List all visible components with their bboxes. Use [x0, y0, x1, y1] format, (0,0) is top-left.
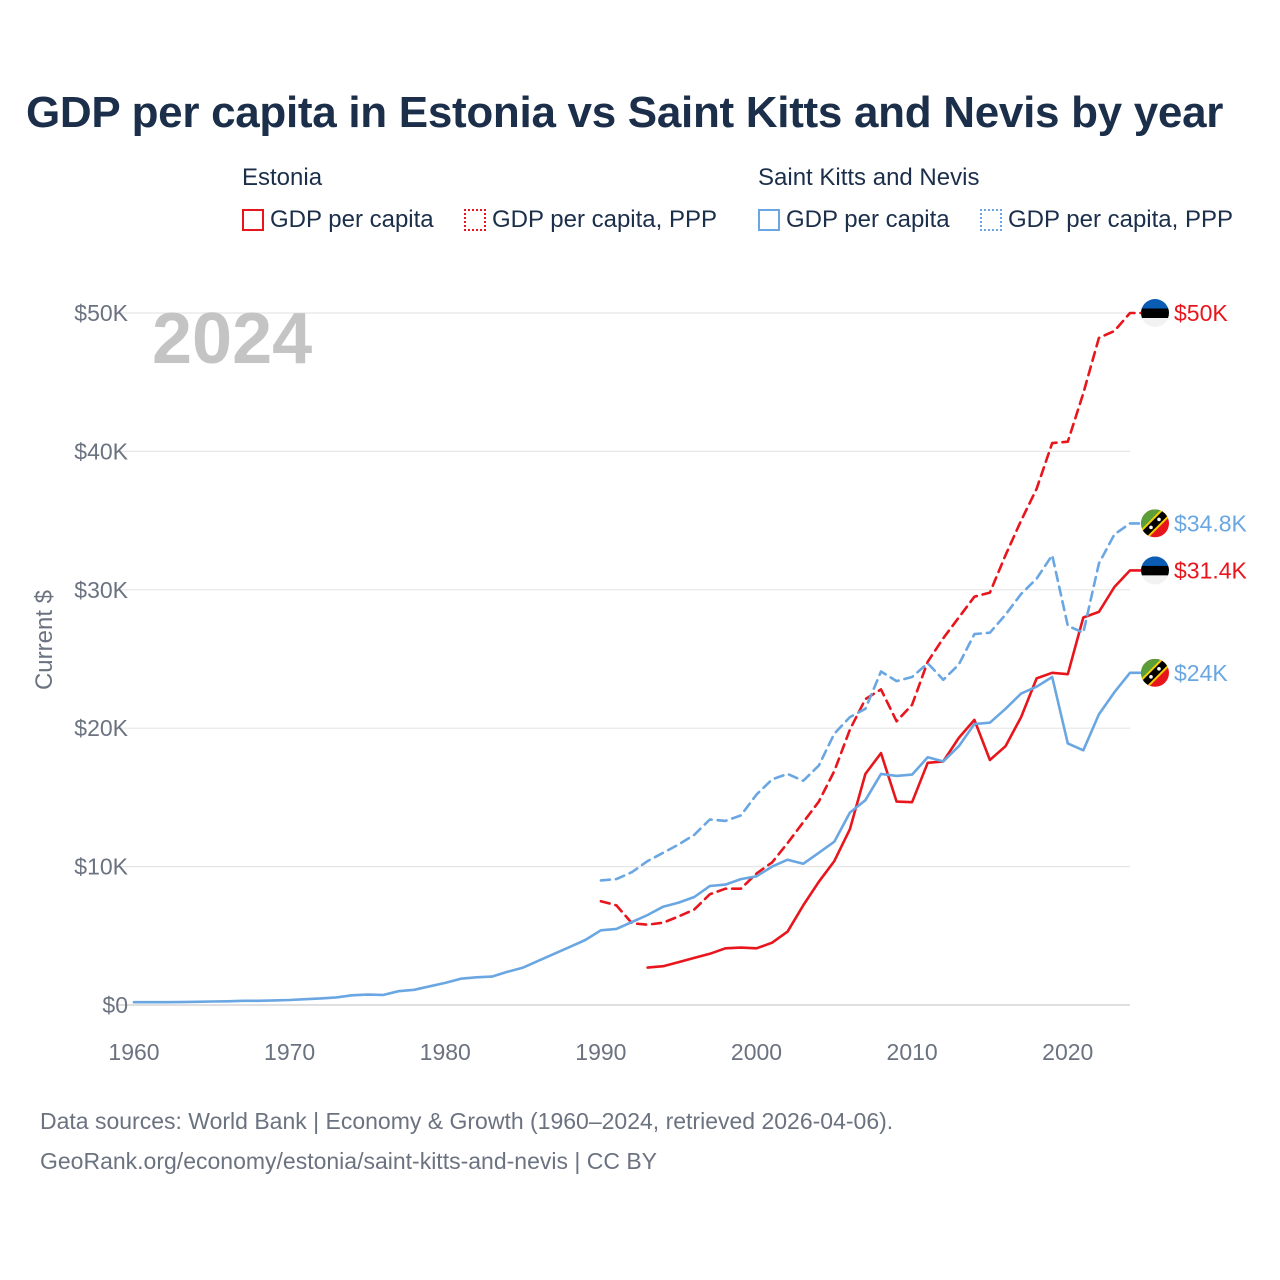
end-value-label: $34.8K	[1174, 510, 1248, 536]
legend-item-saint-kitts-gdp[interactable]: GDP per capita	[758, 204, 950, 236]
saint-kitts-flag-icon	[1141, 509, 1169, 538]
solid-swatch-icon	[242, 209, 264, 231]
y-axis-ticks: $0 $10K $20K $30K $40K $50K	[74, 300, 128, 1018]
series-line	[599, 311, 1147, 927]
solid-swatch-icon	[758, 209, 780, 231]
x-tick-label: 1980	[420, 1039, 471, 1065]
dotted-swatch-icon	[464, 209, 486, 231]
dotted-swatch-icon	[980, 209, 1002, 231]
legend-group-saint-kitts: Saint Kitts and Nevis	[758, 164, 980, 191]
end-value-label: $31.4K	[1174, 557, 1248, 583]
series-line	[646, 569, 1147, 969]
end-value-label: $50K	[1174, 300, 1228, 326]
end-labels: $50K $34.8K $31.4K $24K	[1141, 299, 1248, 687]
x-tick-label: 2010	[887, 1039, 938, 1065]
estonia-flag-icon	[1141, 299, 1169, 327]
legend-item-estonia-gdp-ppp[interactable]: GDP per capita, PPP	[464, 204, 717, 236]
saint-kitts-flag-icon	[1141, 658, 1169, 687]
legend-item-label: GDP per capita, PPP	[492, 206, 717, 233]
y-axis-title: Current $	[31, 590, 58, 690]
legend-item-label: GDP per capita	[786, 206, 950, 233]
x-tick-label: 1970	[264, 1039, 315, 1065]
y-tick-label: $20K	[74, 715, 128, 741]
estonia-flag-icon	[1141, 556, 1169, 585]
y-tick-label: $0	[102, 992, 128, 1018]
x-tick-label: 1990	[575, 1039, 626, 1065]
legend-item-label: GDP per capita, PPP	[1008, 206, 1233, 233]
end-value-label: $24K	[1174, 660, 1228, 686]
legend-item-saint-kitts-gdp-ppp[interactable]: GDP per capita, PPP	[980, 204, 1233, 236]
x-tick-label: 1960	[108, 1039, 159, 1065]
legend-item-estonia-gdp[interactable]: GDP per capita	[242, 204, 434, 236]
series-line	[599, 522, 1147, 882]
x-axis-ticks: 1960 1970 1980 1990 2000 2010 2020	[108, 1039, 1093, 1065]
grid-lines	[118, 312, 1130, 1006]
source-line-1: Data sources: World Bank | Economy & Gro…	[40, 1108, 894, 1134]
legend-group-estonia: Estonia	[242, 164, 323, 191]
year-watermark: 2024	[152, 299, 312, 379]
y-tick-label: $10K	[74, 854, 128, 880]
x-tick-label: 2000	[731, 1039, 782, 1065]
y-tick-label: $30K	[74, 577, 128, 603]
chart-title: GDP per capita in Estonia vs Saint Kitts…	[26, 88, 1224, 137]
legend-item-label: GDP per capita	[270, 206, 434, 233]
y-tick-label: $40K	[74, 438, 128, 464]
source-line-2[interactable]: GeoRank.org/economy/estonia/saint-kitts-…	[40, 1148, 658, 1174]
series-lines	[132, 311, 1147, 1004]
y-tick-label: $50K	[74, 300, 128, 326]
x-tick-label: 2020	[1042, 1039, 1093, 1065]
series-line	[132, 671, 1147, 1004]
